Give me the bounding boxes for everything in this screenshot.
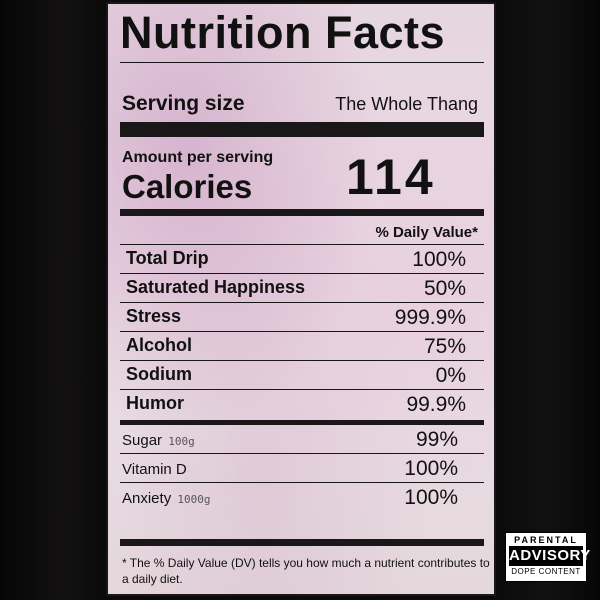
nutrient-name: Sugar 100g <box>122 432 195 449</box>
advisory-top-text: PARENTAL <box>514 535 578 545</box>
nutrient-row: Humor 99.9% <box>120 390 484 419</box>
nutrient-amount: 100g <box>168 435 195 448</box>
nutrient-value: 99.9% <box>406 393 466 416</box>
parental-advisory-logo: PARENTAL ADVISORY DOPE CONTENT <box>505 532 591 582</box>
advisory-middle-text: ADVISORY <box>509 546 591 566</box>
row-divider <box>120 453 484 454</box>
dv-header-rule <box>120 244 484 245</box>
nutrient-row: Saturated Happiness 50% <box>120 274 484 303</box>
nutrient-value: 100% <box>404 486 458 509</box>
nutrient-name: Stress <box>126 306 182 326</box>
nutrient-name: Humor <box>126 393 184 413</box>
nutrient-value: 75% <box>423 335 466 358</box>
nutrient-name: Total Drip <box>126 248 209 268</box>
footnote: * The % Daily Value (DV) tells you how m… <box>122 556 490 586</box>
row-divider <box>120 331 484 332</box>
daily-value-header: % Daily Value* <box>375 224 478 241</box>
nutrient-name: Anxiety 1000g <box>122 490 211 507</box>
row-divider <box>120 389 484 390</box>
nutrient-name: Saturated Happiness <box>126 277 306 297</box>
amount-per-serving-label: Amount per serving <box>122 149 274 166</box>
dark-background-right <box>496 0 600 600</box>
serving-size-label: Serving size <box>122 92 245 115</box>
nutrient-value: 100% <box>404 457 458 480</box>
nutrient-name: Alcohol <box>126 335 192 355</box>
row-divider <box>120 482 484 483</box>
nutrient-value: 0% <box>435 364 466 387</box>
dark-background-left <box>0 0 104 600</box>
label-title: Nutrition Facts <box>120 7 446 58</box>
thick-rule-top <box>120 122 484 137</box>
nutrient-value: 99% <box>415 428 458 451</box>
nutrient-name: Sodium <box>126 364 192 384</box>
nutrient-value: 50% <box>423 277 466 300</box>
medium-rule <box>120 209 484 216</box>
row-divider <box>120 302 484 303</box>
row-divider <box>120 360 484 361</box>
nutrient-row: Alcohol 75% <box>120 332 484 361</box>
nutrient-name: Vitamin D <box>122 461 187 478</box>
nutrient-row: Sodium 0% <box>120 361 484 390</box>
calories-value: 114 <box>346 149 436 205</box>
section-rule <box>120 420 484 425</box>
advisory-bottom-text: DOPE CONTENT <box>511 567 581 576</box>
bottom-rule <box>120 539 484 546</box>
nutrient-row-minor: Sugar 100g 99% <box>120 425 484 454</box>
serving-size-value: The Whole Thang <box>335 94 478 114</box>
nutrient-value: 100% <box>412 248 466 271</box>
nutrient-row-minor: Vitamin D 100% <box>120 454 484 483</box>
nutrient-amount: 1000g <box>177 493 211 506</box>
nutrient-row: Stress 999.9% <box>120 303 484 332</box>
nutrition-label: Nutrition Facts Serving size The Whole T… <box>106 2 496 596</box>
title-rule <box>120 62 484 63</box>
row-divider <box>120 273 484 274</box>
nutrient-row-minor: Anxiety 1000g 100% <box>120 483 484 512</box>
nutrient-row: Total Drip 100% <box>120 245 484 274</box>
nutrient-value: 999.9% <box>394 306 466 329</box>
calories-label: Calories <box>122 168 253 205</box>
